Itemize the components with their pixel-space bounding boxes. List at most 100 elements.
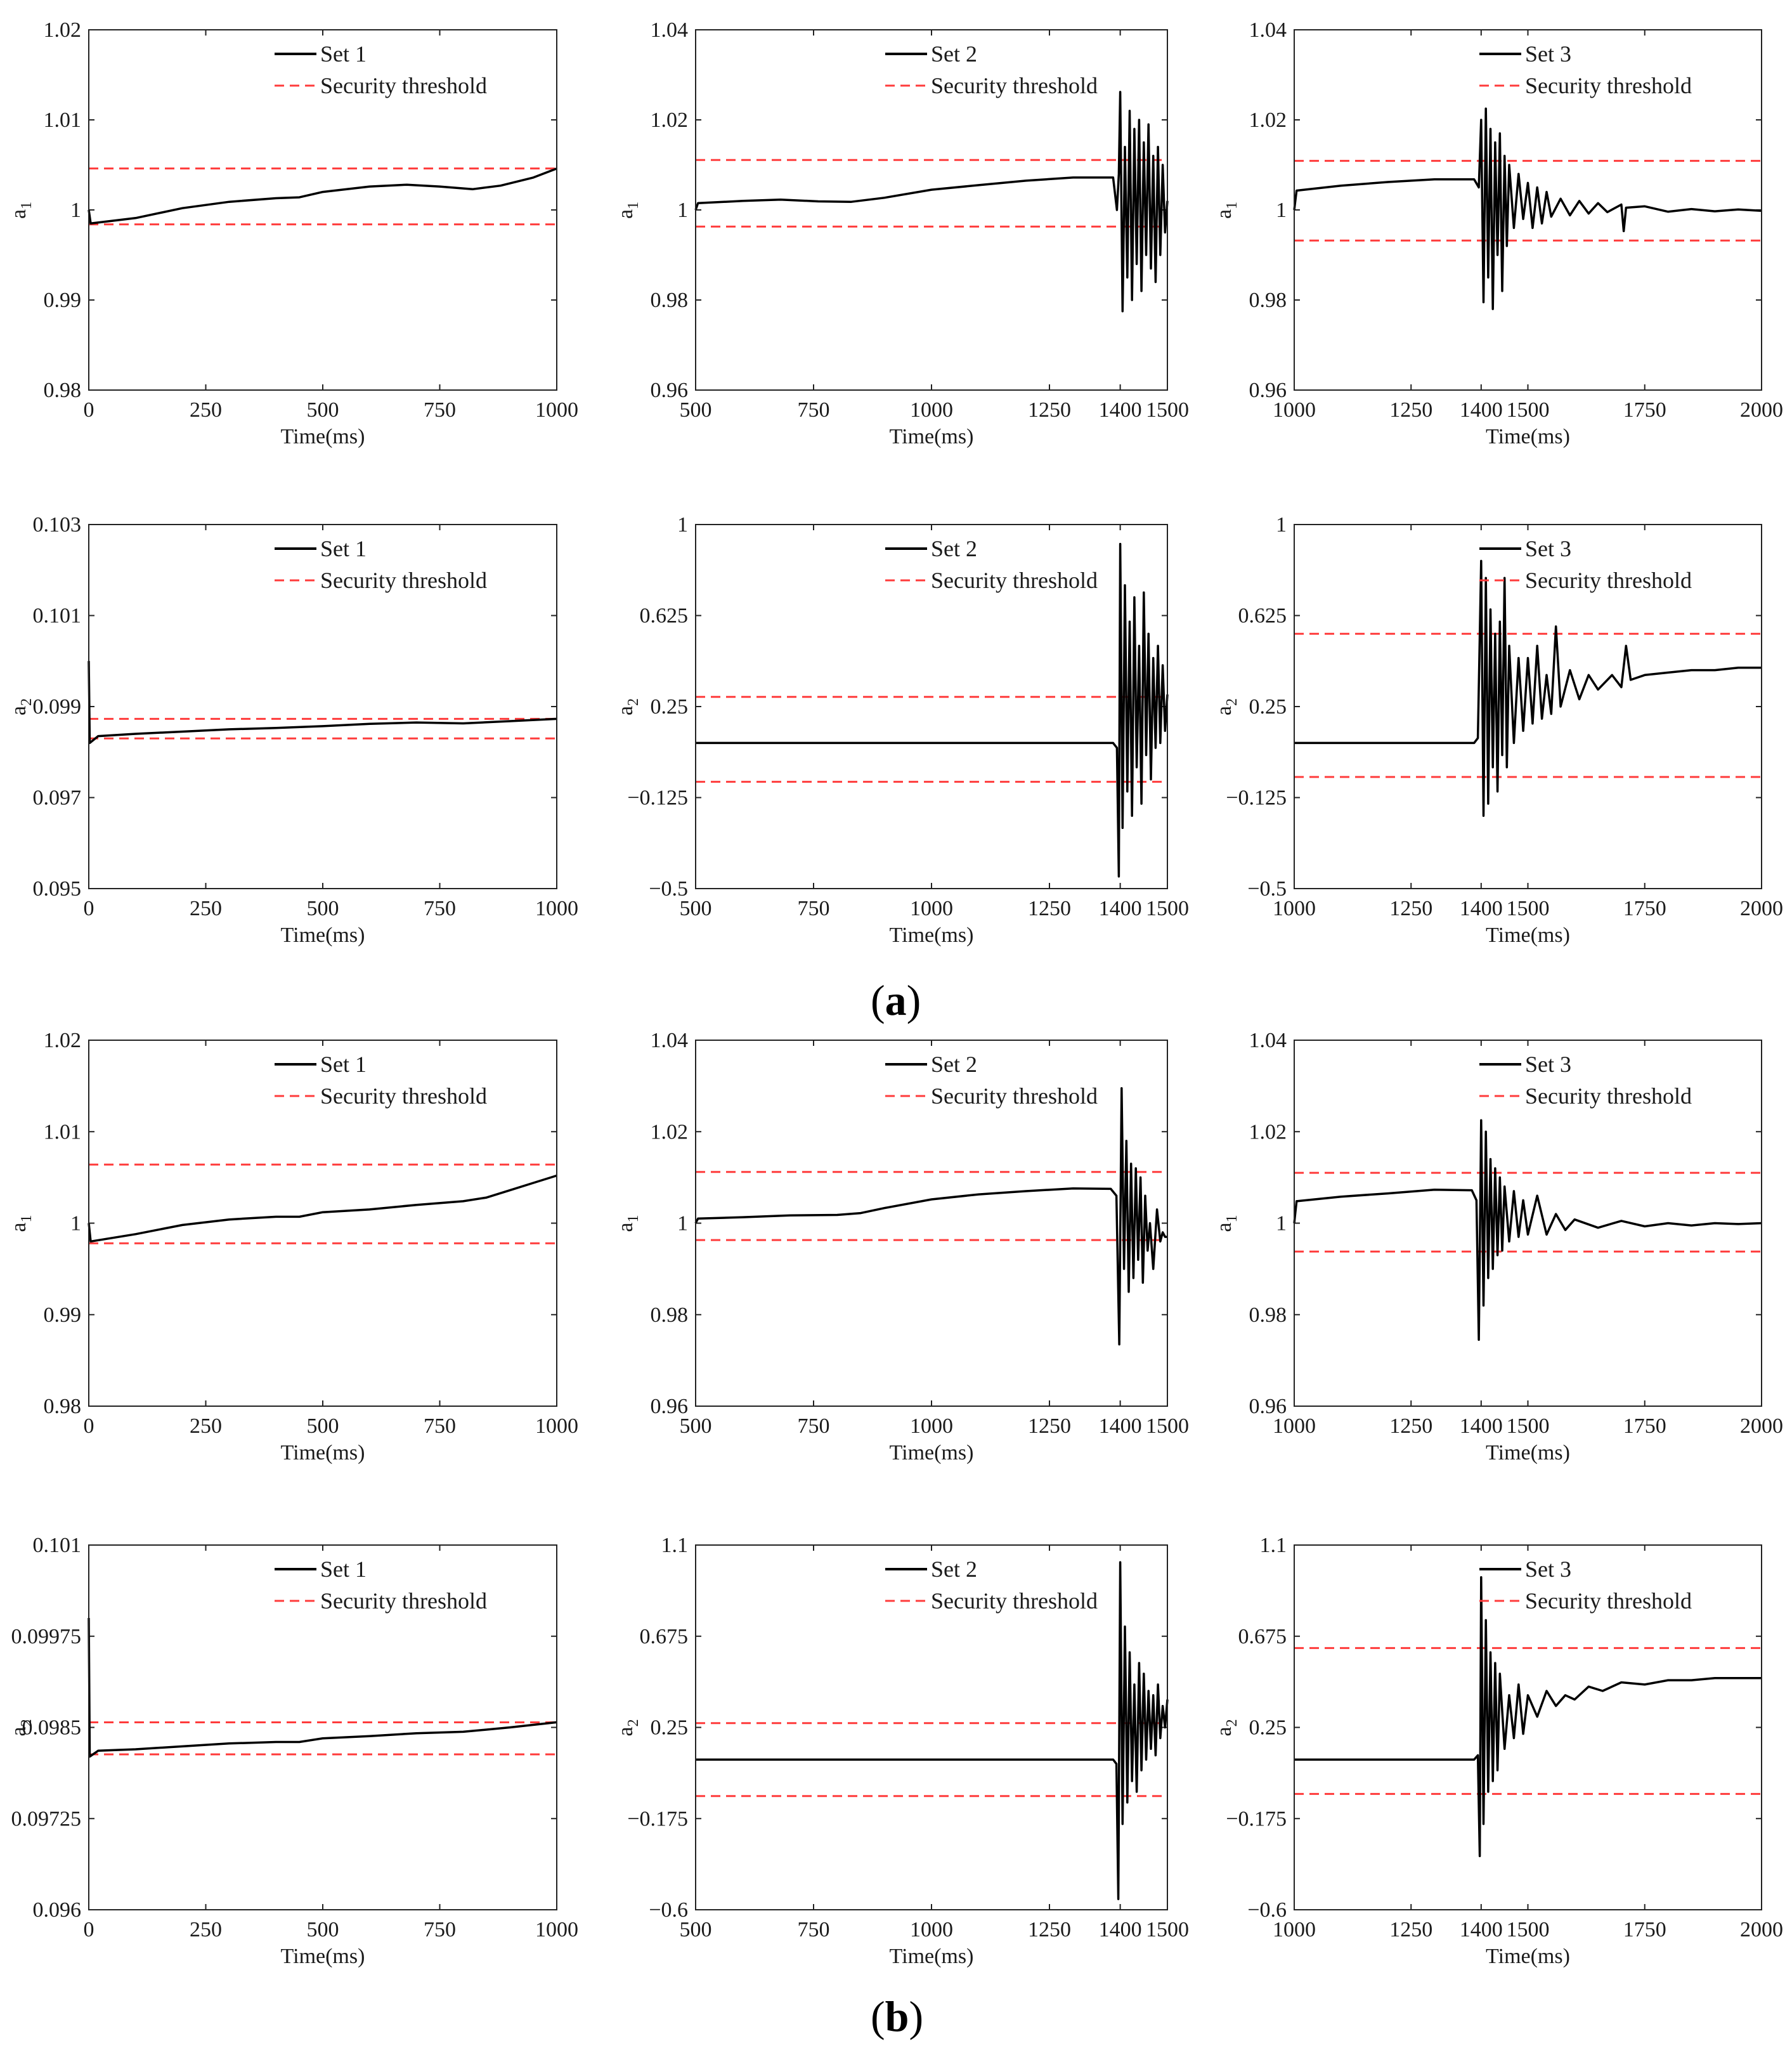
y-tick-label: −0.175 xyxy=(627,1807,688,1830)
y-tick-label: 0.96 xyxy=(651,379,689,402)
x-axis-label: Time(ms) xyxy=(1486,923,1570,947)
legend-threshold-label: Security threshold xyxy=(1525,568,1692,593)
legend-series-label: Set 2 xyxy=(931,536,977,561)
y-tick-label: 1 xyxy=(677,1212,688,1236)
y-axis-label-subscript: 2 xyxy=(18,698,35,706)
x-axis-label: Time(ms) xyxy=(1486,1945,1570,1968)
y-axis-label: a2 xyxy=(1212,698,1240,715)
y-axis-label-subscript: 1 xyxy=(1224,202,1240,209)
x-tick-label: 1000 xyxy=(535,1414,578,1438)
x-tick-label: 1000 xyxy=(535,1918,578,1941)
legend-series-label: Set 1 xyxy=(320,1052,367,1077)
y-tick-label: 1.02 xyxy=(1249,1120,1287,1144)
series-line xyxy=(88,661,557,745)
y-tick-label: 0.625 xyxy=(640,604,689,628)
y-tick-label: 0.99 xyxy=(44,289,82,312)
y-axis-label: a2 xyxy=(1212,1719,1240,1736)
x-tick-label: 1400 xyxy=(1099,1918,1142,1941)
y-tick-label: −0.125 xyxy=(627,786,688,810)
y-axis-label-subscript: 1 xyxy=(18,1215,35,1222)
plot-frame xyxy=(695,1040,1168,1407)
plot-frame xyxy=(695,29,1168,391)
x-axis-label: Time(ms) xyxy=(1486,425,1570,448)
x-tick-label: 1500 xyxy=(1146,398,1189,422)
y-tick-label: 1.04 xyxy=(1249,18,1287,42)
series-line xyxy=(694,91,1169,313)
x-tick-label: 1250 xyxy=(1028,1918,1071,1941)
x-axis-label: Time(ms) xyxy=(890,1441,974,1465)
x-tick-label: 750 xyxy=(798,1918,830,1941)
x-axis-label: Time(ms) xyxy=(1486,1441,1570,1465)
y-tick-label: 1.1 xyxy=(1260,1534,1287,1557)
y-tick-label: 0.96 xyxy=(1249,1395,1287,1418)
x-tick-label: 500 xyxy=(680,897,712,920)
legend-series-label: Set 1 xyxy=(320,536,367,561)
legend-threshold-label: Security threshold xyxy=(320,73,487,98)
x-axis-label: Time(ms) xyxy=(890,1945,974,1968)
plot-frame xyxy=(695,524,1168,889)
y-axis-label-subscript: 1 xyxy=(625,1215,642,1222)
y-axis-label: a1 xyxy=(1212,202,1240,219)
x-tick-label: 500 xyxy=(680,1918,712,1941)
series-line xyxy=(694,1086,1167,1346)
legend-threshold-label: Security threshold xyxy=(320,568,487,593)
x-tick-label: 1000 xyxy=(535,398,578,422)
x-tick-label: 750 xyxy=(424,1918,456,1941)
y-tick-label: 1.01 xyxy=(44,108,82,132)
y-tick-label: 0.98 xyxy=(44,1395,82,1418)
x-tick-label: 1750 xyxy=(1623,1414,1666,1438)
y-tick-label: 0.675 xyxy=(640,1625,689,1648)
y-tick-label: −0.125 xyxy=(1226,786,1287,810)
y-axis-label-subscript: 2 xyxy=(1224,698,1240,706)
y-axis-label-subscript: 2 xyxy=(1224,1719,1240,1726)
plot-frame xyxy=(88,1544,557,1910)
x-tick-label: 1400 xyxy=(1460,398,1503,422)
x-tick-label: 2000 xyxy=(1740,897,1783,920)
chart-b21: 0.096 0.09725 0.0985 0.09975 0.101 0 250 500 750… xyxy=(7,1534,578,1968)
y-axis-label: a1 xyxy=(614,202,642,219)
y-axis-label: a1 xyxy=(1212,1215,1240,1232)
chart-b12: 0.96 0.98 1 1.02 1.04 500 750 1000 1250 1400 1500 T… xyxy=(614,1029,1189,1465)
y-tick-label: 0.96 xyxy=(1249,379,1287,402)
x-tick-label: 1000 xyxy=(535,897,578,920)
plot-frame xyxy=(88,524,557,889)
y-axis-label-subscript: 2 xyxy=(625,698,642,706)
plot-frame xyxy=(1294,1040,1762,1407)
legend-series-label: Set 2 xyxy=(931,1556,977,1582)
x-axis-label: Time(ms) xyxy=(890,425,974,448)
x-tick-label: 1250 xyxy=(1028,1414,1071,1438)
legend-series-label: Set 1 xyxy=(320,1556,367,1582)
legend-series-label: Set 3 xyxy=(1525,41,1571,67)
chart-b13: 0.96 0.98 1 1.02 1.04 1000 1250 1400 1500 1750 200… xyxy=(1212,1029,1783,1465)
y-tick-label: −0.5 xyxy=(1247,877,1287,901)
x-tick-label: 1400 xyxy=(1460,1918,1503,1941)
y-tick-label: 0.099 xyxy=(33,695,82,719)
y-tick-label: −0.175 xyxy=(1226,1807,1287,1830)
x-tick-label: 1000 xyxy=(910,1918,953,1941)
y-tick-label: −0.6 xyxy=(649,1898,688,1922)
x-tick-label: 750 xyxy=(798,398,830,422)
x-tick-label: 750 xyxy=(798,1414,830,1438)
x-tick-label: 250 xyxy=(190,1918,222,1941)
y-tick-label: 0.096 xyxy=(33,1898,82,1922)
x-tick-label: 1750 xyxy=(1623,1918,1666,1941)
x-tick-label: 1400 xyxy=(1099,398,1142,422)
x-tick-label: 500 xyxy=(307,1414,339,1438)
x-tick-label: 250 xyxy=(190,398,222,422)
x-tick-label: 500 xyxy=(307,1918,339,1941)
y-tick-label: 0.101 xyxy=(33,1534,82,1557)
plot-frame xyxy=(1294,1544,1762,1910)
x-tick-label: 1500 xyxy=(1507,897,1550,920)
x-tick-label: 1250 xyxy=(1389,897,1432,920)
y-axis-label-subscript: 2 xyxy=(18,1719,35,1726)
y-tick-label: 0.09725 xyxy=(11,1807,82,1830)
y-tick-label: 0.96 xyxy=(651,1395,689,1418)
legend-series-label: Set 2 xyxy=(931,41,977,67)
series-line xyxy=(1293,107,1762,310)
y-tick-label: 0.98 xyxy=(651,1303,689,1327)
x-tick-label: 1250 xyxy=(1389,1414,1432,1438)
y-axis-label-subscript: 1 xyxy=(625,202,642,209)
legend-threshold-label: Security threshold xyxy=(320,1083,487,1109)
plot-frame xyxy=(88,29,557,391)
caption-a-letter: a xyxy=(885,976,907,1024)
